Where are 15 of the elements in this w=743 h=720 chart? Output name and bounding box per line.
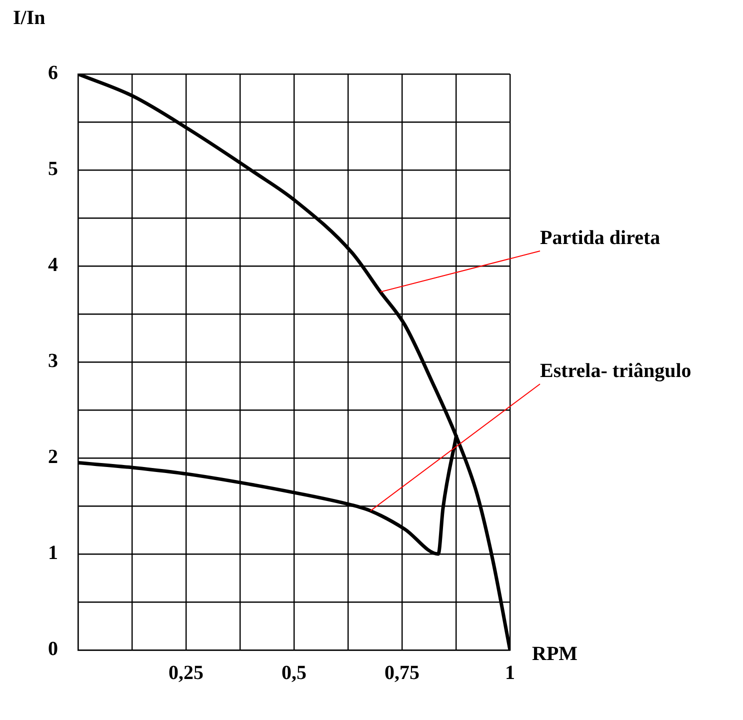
y-tick-label: 5 xyxy=(48,158,58,180)
y-tick-label: 6 xyxy=(48,62,58,84)
x-axis-title: RPM xyxy=(532,643,578,666)
y-axis-title: I/In xyxy=(13,7,46,30)
x-tick-label: 1 xyxy=(505,662,515,684)
y-tick-label: 4 xyxy=(48,254,58,276)
y-tick-label: 1 xyxy=(48,542,58,564)
annotation: Estrela- triângulo xyxy=(540,360,692,382)
y-tick-label: 2 xyxy=(48,446,58,468)
x-tick-label: 0,25 xyxy=(168,662,204,684)
y-tick-label: 0 xyxy=(48,638,58,660)
x-tick-label: 0,75 xyxy=(384,662,420,684)
x-tick-label: 0,5 xyxy=(282,662,306,684)
y-tick-label: 3 xyxy=(48,350,58,372)
annotation: Partida direta xyxy=(540,227,660,250)
